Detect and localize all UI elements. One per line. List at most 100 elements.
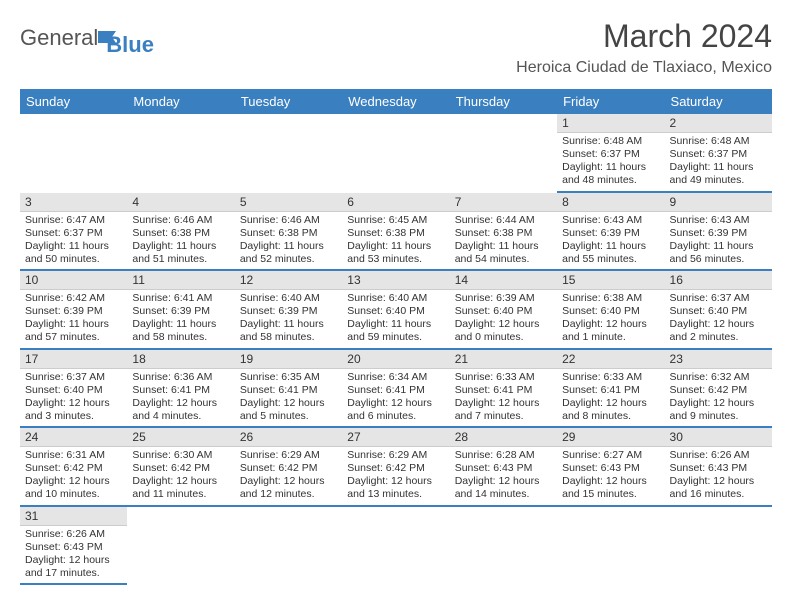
calendar-cell: 17Sunrise: 6:37 AMSunset: 6:40 PMDayligh…	[20, 350, 127, 429]
weekday-header: Wednesday	[342, 89, 449, 114]
day-details: Sunrise: 6:48 AMSunset: 6:37 PMDaylight:…	[665, 133, 772, 191]
calendar-cell: 14Sunrise: 6:39 AMSunset: 6:40 PMDayligh…	[450, 271, 557, 350]
day-number: 13	[342, 271, 449, 290]
day-number: 31	[20, 507, 127, 526]
calendar-cell	[450, 114, 557, 193]
day-details: Sunrise: 6:45 AMSunset: 6:38 PMDaylight:…	[342, 212, 449, 270]
weekday-row: SundayMondayTuesdayWednesdayThursdayFrid…	[20, 89, 772, 114]
day-details: Sunrise: 6:46 AMSunset: 6:38 PMDaylight:…	[127, 212, 234, 270]
calendar-cell: 28Sunrise: 6:28 AMSunset: 6:43 PMDayligh…	[450, 428, 557, 507]
day-number: 10	[20, 271, 127, 290]
day-details: Sunrise: 6:26 AMSunset: 6:43 PMDaylight:…	[665, 447, 772, 505]
day-details: Sunrise: 6:39 AMSunset: 6:40 PMDaylight:…	[450, 290, 557, 348]
calendar-cell: 7Sunrise: 6:44 AMSunset: 6:38 PMDaylight…	[450, 193, 557, 272]
day-details: Sunrise: 6:28 AMSunset: 6:43 PMDaylight:…	[450, 447, 557, 505]
calendar-row: 10Sunrise: 6:42 AMSunset: 6:39 PMDayligh…	[20, 271, 772, 350]
day-details: Sunrise: 6:43 AMSunset: 6:39 PMDaylight:…	[557, 212, 664, 270]
calendar-cell: 22Sunrise: 6:33 AMSunset: 6:41 PMDayligh…	[557, 350, 664, 429]
day-number: 23	[665, 350, 772, 369]
day-number: 16	[665, 271, 772, 290]
day-details: Sunrise: 6:32 AMSunset: 6:42 PMDaylight:…	[665, 369, 772, 427]
calendar-cell	[665, 507, 772, 586]
day-number: 6	[342, 193, 449, 212]
day-number: 28	[450, 428, 557, 447]
title-block: March 2024 Heroica Ciudad de Tlaxiaco, M…	[516, 18, 772, 77]
day-number: 5	[235, 193, 342, 212]
day-number: 2	[665, 114, 772, 133]
calendar-row: 24Sunrise: 6:31 AMSunset: 6:42 PMDayligh…	[20, 428, 772, 507]
day-number: 4	[127, 193, 234, 212]
header: General Blue March 2024 Heroica Ciudad d…	[20, 18, 772, 77]
calendar-cell: 13Sunrise: 6:40 AMSunset: 6:40 PMDayligh…	[342, 271, 449, 350]
day-details: Sunrise: 6:26 AMSunset: 6:43 PMDaylight:…	[20, 526, 127, 584]
day-details: Sunrise: 6:38 AMSunset: 6:40 PMDaylight:…	[557, 290, 664, 348]
calendar-cell	[20, 114, 127, 193]
logo-general: General	[20, 25, 98, 50]
calendar-cell: 2Sunrise: 6:48 AMSunset: 6:37 PMDaylight…	[665, 114, 772, 193]
day-details: Sunrise: 6:43 AMSunset: 6:39 PMDaylight:…	[665, 212, 772, 270]
calendar-cell	[127, 507, 234, 586]
day-details: Sunrise: 6:41 AMSunset: 6:39 PMDaylight:…	[127, 290, 234, 348]
day-details: Sunrise: 6:30 AMSunset: 6:42 PMDaylight:…	[127, 447, 234, 505]
day-number: 9	[665, 193, 772, 212]
day-number: 29	[557, 428, 664, 447]
weekday-header: Tuesday	[235, 89, 342, 114]
day-number: 8	[557, 193, 664, 212]
weekday-header: Friday	[557, 89, 664, 114]
calendar-cell: 3Sunrise: 6:47 AMSunset: 6:37 PMDaylight…	[20, 193, 127, 272]
day-details: Sunrise: 6:37 AMSunset: 6:40 PMDaylight:…	[665, 290, 772, 348]
calendar-cell: 24Sunrise: 6:31 AMSunset: 6:42 PMDayligh…	[20, 428, 127, 507]
calendar-cell: 4Sunrise: 6:46 AMSunset: 6:38 PMDaylight…	[127, 193, 234, 272]
day-number: 20	[342, 350, 449, 369]
calendar-row: 1Sunrise: 6:48 AMSunset: 6:37 PMDaylight…	[20, 114, 772, 193]
calendar-cell: 16Sunrise: 6:37 AMSunset: 6:40 PMDayligh…	[665, 271, 772, 350]
calendar-cell: 19Sunrise: 6:35 AMSunset: 6:41 PMDayligh…	[235, 350, 342, 429]
day-details: Sunrise: 6:37 AMSunset: 6:40 PMDaylight:…	[20, 369, 127, 427]
day-details: Sunrise: 6:46 AMSunset: 6:38 PMDaylight:…	[235, 212, 342, 270]
day-details: Sunrise: 6:42 AMSunset: 6:39 PMDaylight:…	[20, 290, 127, 348]
calendar-row: 3Sunrise: 6:47 AMSunset: 6:37 PMDaylight…	[20, 193, 772, 272]
calendar-cell: 31Sunrise: 6:26 AMSunset: 6:43 PMDayligh…	[20, 507, 127, 586]
day-details: Sunrise: 6:34 AMSunset: 6:41 PMDaylight:…	[342, 369, 449, 427]
calendar-cell	[342, 114, 449, 193]
calendar-cell: 21Sunrise: 6:33 AMSunset: 6:41 PMDayligh…	[450, 350, 557, 429]
day-number: 14	[450, 271, 557, 290]
day-number: 27	[342, 428, 449, 447]
day-details: Sunrise: 6:44 AMSunset: 6:38 PMDaylight:…	[450, 212, 557, 270]
calendar-row: 17Sunrise: 6:37 AMSunset: 6:40 PMDayligh…	[20, 350, 772, 429]
day-number: 11	[127, 271, 234, 290]
weekday-header: Thursday	[450, 89, 557, 114]
day-number: 3	[20, 193, 127, 212]
day-number: 12	[235, 271, 342, 290]
day-number: 17	[20, 350, 127, 369]
day-number: 22	[557, 350, 664, 369]
month-year: March 2024	[516, 18, 772, 55]
day-number: 26	[235, 428, 342, 447]
calendar-cell: 6Sunrise: 6:45 AMSunset: 6:38 PMDaylight…	[342, 193, 449, 272]
calendar-cell: 10Sunrise: 6:42 AMSunset: 6:39 PMDayligh…	[20, 271, 127, 350]
calendar-cell	[557, 507, 664, 586]
calendar-cell: 1Sunrise: 6:48 AMSunset: 6:37 PMDaylight…	[557, 114, 664, 193]
calendar-cell: 18Sunrise: 6:36 AMSunset: 6:41 PMDayligh…	[127, 350, 234, 429]
weekday-header: Monday	[127, 89, 234, 114]
calendar-cell: 5Sunrise: 6:46 AMSunset: 6:38 PMDaylight…	[235, 193, 342, 272]
calendar-cell	[235, 507, 342, 586]
weekday-header: Saturday	[665, 89, 772, 114]
calendar-cell	[450, 507, 557, 586]
day-details: Sunrise: 6:29 AMSunset: 6:42 PMDaylight:…	[342, 447, 449, 505]
day-details: Sunrise: 6:48 AMSunset: 6:37 PMDaylight:…	[557, 133, 664, 191]
day-number: 30	[665, 428, 772, 447]
day-details: Sunrise: 6:33 AMSunset: 6:41 PMDaylight:…	[557, 369, 664, 427]
day-details: Sunrise: 6:47 AMSunset: 6:37 PMDaylight:…	[20, 212, 127, 270]
day-number: 7	[450, 193, 557, 212]
day-number: 18	[127, 350, 234, 369]
day-number: 24	[20, 428, 127, 447]
calendar-body: 1Sunrise: 6:48 AMSunset: 6:37 PMDaylight…	[20, 114, 772, 585]
calendar-cell	[342, 507, 449, 586]
calendar-cell: 11Sunrise: 6:41 AMSunset: 6:39 PMDayligh…	[127, 271, 234, 350]
calendar-cell: 12Sunrise: 6:40 AMSunset: 6:39 PMDayligh…	[235, 271, 342, 350]
logo: General Blue	[20, 18, 154, 58]
day-number: 1	[557, 114, 664, 133]
calendar-cell: 29Sunrise: 6:27 AMSunset: 6:43 PMDayligh…	[557, 428, 664, 507]
day-details: Sunrise: 6:36 AMSunset: 6:41 PMDaylight:…	[127, 369, 234, 427]
